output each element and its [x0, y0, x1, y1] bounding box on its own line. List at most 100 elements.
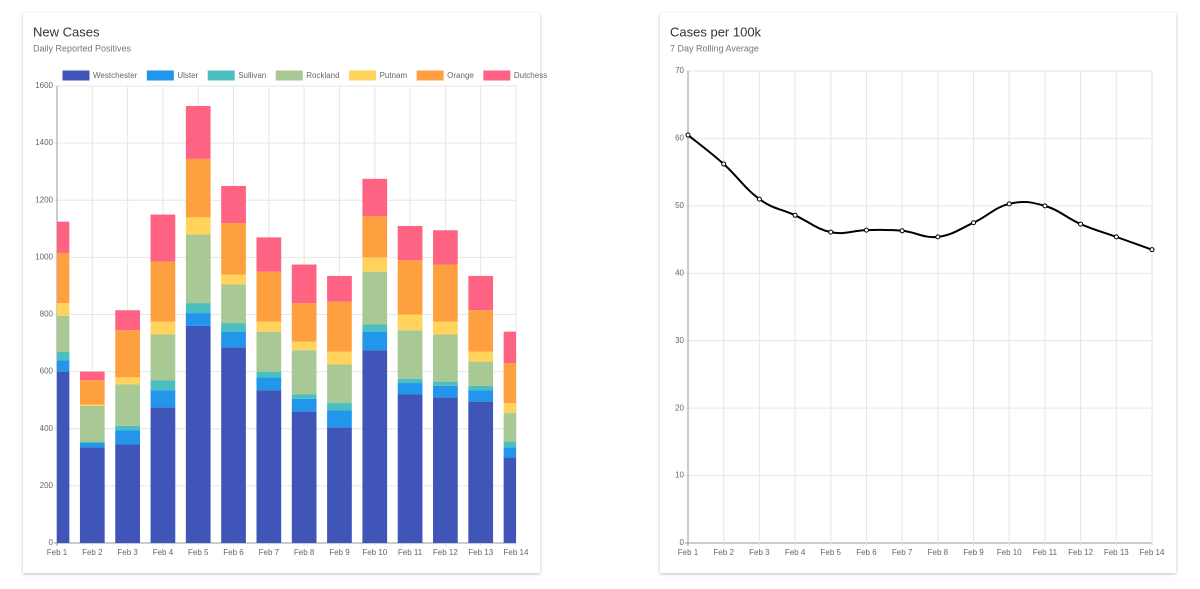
- x-tick-label: Feb 8: [928, 548, 949, 557]
- bar-segment: [221, 323, 246, 332]
- bar-segment: [256, 321, 282, 332]
- bar-segment: [256, 271, 282, 322]
- legend-label: Sullivan: [238, 71, 266, 80]
- x-tick-label: Feb 3: [117, 548, 138, 557]
- bar-segment: [327, 427, 352, 543]
- point: [935, 234, 941, 240]
- bar-segment: [362, 257, 388, 272]
- x-tick-label: Feb 11: [398, 548, 423, 557]
- legend-label: Rockland: [306, 71, 339, 80]
- legend-label: Dutchess: [514, 71, 547, 80]
- y-tick-label: 1000: [35, 252, 53, 261]
- bar-segment: [327, 275, 352, 302]
- point: [1113, 234, 1119, 240]
- y-tick-label: 1400: [35, 138, 53, 147]
- line: [687, 134, 1153, 251]
- bar-segment: [150, 390, 176, 408]
- bar-segment: [503, 441, 516, 448]
- bar-segment: [291, 341, 317, 351]
- bar-segment: [362, 178, 388, 216]
- bar-segment: [79, 447, 105, 543]
- bar-segment: [397, 330, 423, 379]
- bar-segment: [397, 225, 423, 261]
- bar-segment: [433, 381, 458, 386]
- x-tick-label: Feb 14: [1140, 548, 1165, 557]
- bar-segment: [115, 384, 140, 426]
- x-tick-label: Feb 7: [259, 548, 280, 557]
- x-tick-label: Feb 9: [329, 548, 350, 557]
- bar-segment: [503, 457, 516, 543]
- y-tick-label: 50: [675, 201, 684, 210]
- x-tick-label: Feb 12: [1068, 548, 1093, 557]
- bar-segment: [57, 253, 70, 304]
- bar-segment: [291, 394, 317, 399]
- point: [899, 228, 905, 234]
- bar-segment: [291, 350, 317, 395]
- point: [685, 132, 691, 138]
- point: [971, 220, 977, 226]
- bar-segment: [79, 404, 105, 406]
- bar-segment: [397, 314, 423, 331]
- y-tick-label: 30: [675, 336, 684, 345]
- x-tick-label: Feb 13: [1104, 548, 1129, 557]
- bar-segment: [256, 377, 282, 391]
- bar-segment: [57, 303, 70, 316]
- bar-segment: [256, 237, 282, 272]
- bar-segment: [150, 321, 176, 335]
- bar-segment: [468, 390, 494, 402]
- bar-segment: [79, 443, 105, 448]
- bar-segment: [468, 351, 494, 362]
- bar-segment: [57, 351, 70, 361]
- y-tick-label: 600: [40, 367, 54, 376]
- bar-segment: [256, 331, 282, 372]
- x-tick-label: Feb 8: [294, 548, 315, 557]
- bar-segment: [468, 310, 494, 352]
- legend-swatch: [62, 70, 90, 81]
- x-tick-label: Feb 7: [892, 548, 913, 557]
- bar-segment: [185, 313, 211, 326]
- bar-segment: [468, 361, 494, 386]
- bar-segment: [185, 158, 211, 218]
- bar-segment: [503, 413, 516, 442]
- bar-segment: [57, 360, 70, 372]
- point: [828, 229, 834, 235]
- point: [1149, 247, 1155, 253]
- legend-label: Ulster: [177, 71, 198, 80]
- bar-segment: [433, 397, 458, 543]
- bar-segment: [468, 275, 494, 311]
- bar-segment: [327, 351, 352, 365]
- bar-segment: [362, 324, 388, 332]
- bar-segment: [150, 334, 176, 381]
- y-tick-label: 10: [675, 471, 684, 480]
- bar-segment: [115, 310, 140, 331]
- bar-segment: [327, 403, 352, 411]
- bar-segment: [503, 331, 516, 364]
- y-tick-label: 70: [675, 66, 684, 75]
- x-tick-label: Feb 1: [678, 548, 699, 557]
- bar-segment: [503, 447, 516, 458]
- bar-segment: [291, 303, 317, 342]
- x-tick-label: Feb 9: [963, 548, 984, 557]
- bar-segment: [79, 441, 105, 444]
- chart-subtitle: Daily Reported Positives: [33, 43, 132, 53]
- bar-segment: [327, 301, 352, 352]
- bars: [57, 105, 516, 543]
- point: [1042, 203, 1048, 209]
- bar-segment: [362, 350, 388, 543]
- x-tick-label: Feb 6: [223, 548, 244, 557]
- chart-title: New Cases: [33, 24, 100, 39]
- bar-segment: [185, 105, 211, 159]
- point: [721, 161, 727, 167]
- legend-swatch: [416, 70, 444, 81]
- y-tick-label: 800: [40, 310, 54, 319]
- y-tick-label: 20: [675, 403, 684, 412]
- x-tick-label: Feb 2: [713, 548, 734, 557]
- bar-segment: [79, 371, 105, 381]
- x-tick-label: Feb 1: [47, 548, 68, 557]
- y-tick-label: 0: [49, 538, 54, 547]
- legend-label: Putnam: [380, 71, 408, 80]
- x-tick-label: Feb 11: [1033, 548, 1058, 557]
- x-tick-label: Feb 12: [433, 548, 458, 557]
- bar-segment: [433, 230, 458, 265]
